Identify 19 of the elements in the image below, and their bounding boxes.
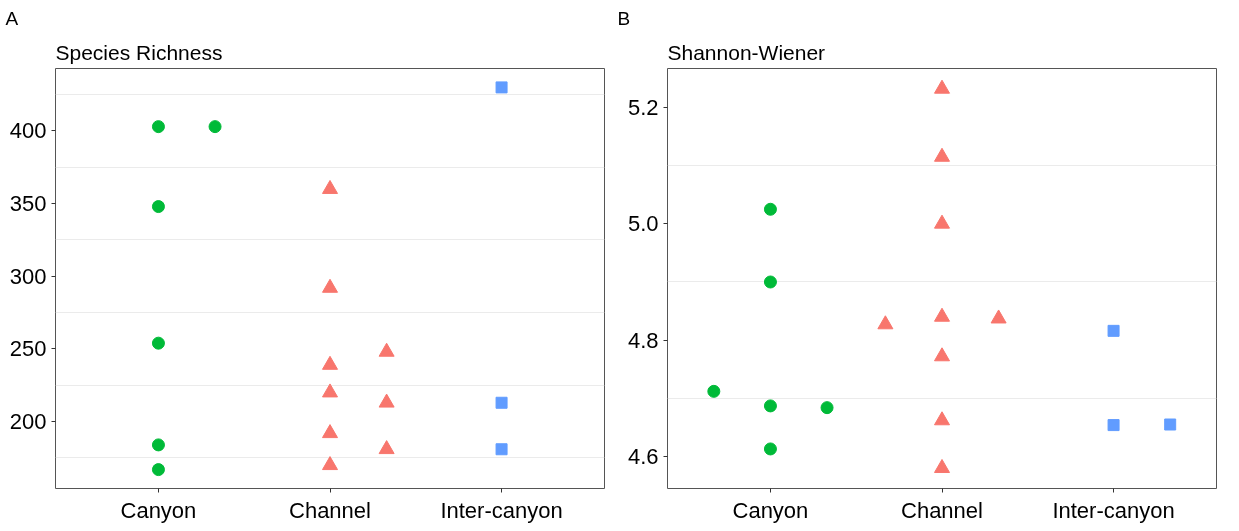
x-tick-label: Channel bbox=[901, 497, 983, 523]
text: A bbox=[5, 7, 19, 29]
y-tick-label: 400 bbox=[9, 118, 47, 144]
y-tick-label: 350 bbox=[9, 191, 47, 217]
x-tick-label: Inter-canyon bbox=[440, 497, 563, 523]
y-tick-label: 250 bbox=[9, 336, 47, 362]
x-tick-label: Channel bbox=[289, 497, 371, 523]
y-tick-label: 4.8 bbox=[627, 327, 659, 353]
y-tick-label: 300 bbox=[9, 263, 47, 289]
y-tick-label: 4.6 bbox=[627, 444, 659, 470]
y-tick-label: 5.0 bbox=[627, 211, 659, 237]
chart-title: Species Richness bbox=[55, 40, 223, 64]
x-tick-label: Canyon bbox=[120, 497, 197, 523]
y-tick-label: 200 bbox=[9, 409, 47, 435]
y-tick-label: 5.2 bbox=[627, 94, 659, 120]
x-tick-label: Canyon bbox=[732, 497, 809, 523]
text: B bbox=[617, 7, 631, 29]
x-tick-label: Inter-canyon bbox=[1052, 497, 1175, 523]
chart-title: Shannon-Wiener bbox=[667, 40, 826, 64]
